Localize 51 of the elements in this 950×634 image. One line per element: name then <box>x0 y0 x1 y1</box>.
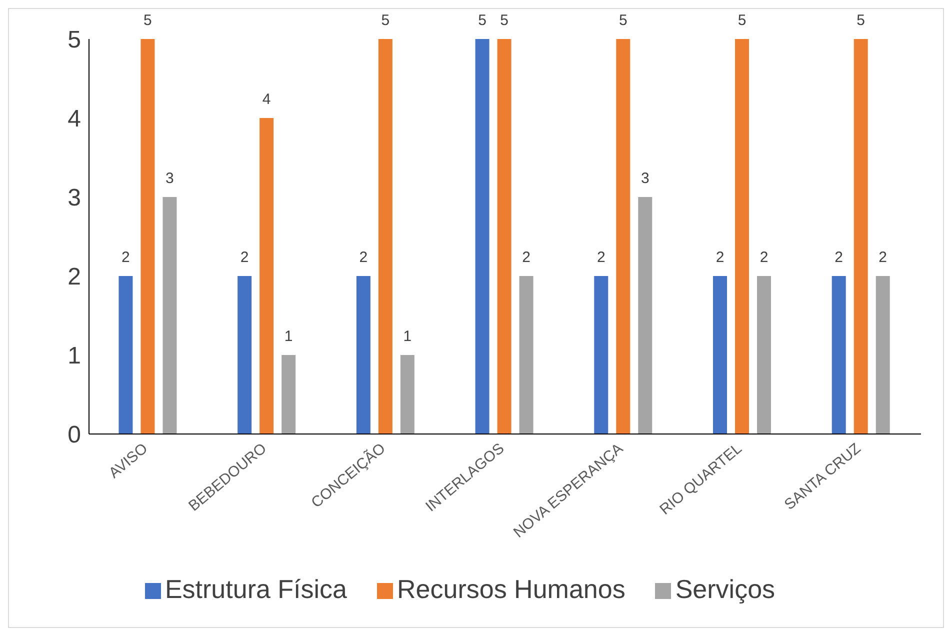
data-label: 3 <box>640 170 650 187</box>
y-tick-label: 1 <box>68 342 81 370</box>
bar <box>854 39 868 434</box>
y-tick-label: 3 <box>68 184 81 212</box>
legend-label: Serviços <box>675 574 776 604</box>
bar <box>616 39 630 434</box>
data-label: 1 <box>403 328 412 345</box>
bar <box>260 118 274 434</box>
legend-label: Recursos Humanos <box>397 574 626 604</box>
data-label: 2 <box>240 249 249 266</box>
bar <box>519 276 534 434</box>
bar <box>356 276 370 434</box>
bar <box>757 276 771 434</box>
bar <box>162 197 177 434</box>
y-tick-label: 5 <box>68 26 81 54</box>
data-label: 5 <box>381 12 390 29</box>
y-tick-label: 2 <box>68 264 81 291</box>
data-label: 2 <box>878 249 888 266</box>
bar <box>594 276 608 434</box>
bar <box>118 276 133 434</box>
data-label: 3 <box>166 170 174 187</box>
data-label: 1 <box>284 328 293 345</box>
bar <box>876 276 890 434</box>
data-label: 5 <box>738 12 746 29</box>
data-label: 2 <box>760 249 768 266</box>
data-label: 2 <box>596 249 606 266</box>
bar <box>238 276 252 434</box>
data-label: 2 <box>716 249 724 266</box>
data-label: 5 <box>500 12 508 29</box>
bar <box>713 276 727 434</box>
data-label: 4 <box>262 91 271 108</box>
data-label: 2 <box>522 249 530 266</box>
data-label: 2 <box>359 249 368 266</box>
bar <box>400 355 414 434</box>
data-label: 5 <box>144 12 152 29</box>
bar <box>832 276 846 434</box>
bar <box>497 39 512 434</box>
bar <box>378 39 392 434</box>
bar <box>638 197 652 434</box>
y-tick-label: 4 <box>68 106 81 133</box>
y-tick-label: 0 <box>68 422 81 449</box>
data-label: 2 <box>122 249 130 266</box>
data-label: 5 <box>478 12 486 29</box>
data-label: 2 <box>834 249 844 266</box>
bar <box>475 39 490 434</box>
data-label: 5 <box>856 12 866 29</box>
data-label: 5 <box>618 12 628 29</box>
legend-label: Estrutura Física <box>164 574 348 604</box>
bar <box>140 39 155 434</box>
bar <box>735 39 749 434</box>
bar <box>282 355 296 434</box>
